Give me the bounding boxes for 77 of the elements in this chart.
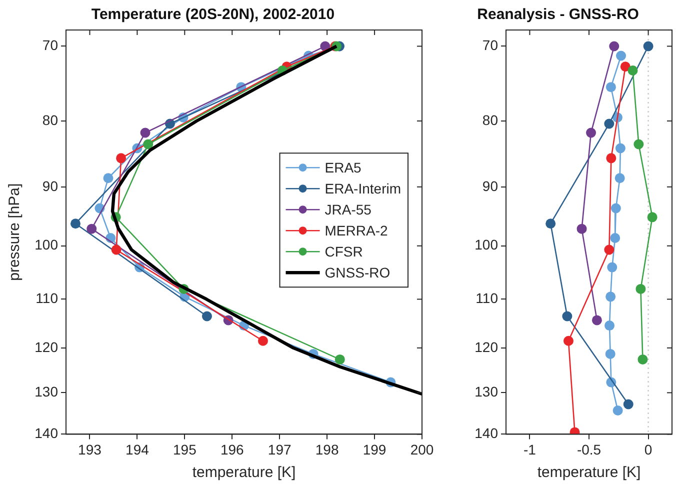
point [592, 315, 602, 326]
y-tick-label: 140 [474, 425, 498, 442]
chart-title: Temperature (20S-20N), 2002-2010 [91, 6, 335, 24]
point [638, 354, 648, 364]
point [614, 173, 625, 184]
point [610, 232, 620, 243]
legend-label: GNSS-RO [324, 264, 390, 280]
legend-label: MERRA-2 [324, 222, 388, 238]
x-tick-label: 196 [220, 441, 244, 458]
x-tick-label: 199 [362, 441, 386, 458]
point [615, 143, 626, 154]
point [607, 262, 618, 272]
y-tick-label: 120 [34, 338, 58, 355]
legend-label: ERA-Interim [324, 180, 401, 196]
point [623, 399, 634, 410]
point [546, 218, 556, 229]
point [636, 284, 646, 294]
y-tick-label: 130 [34, 384, 58, 400]
y-tick-label: 130 [474, 384, 498, 400]
point [604, 118, 614, 129]
point [202, 311, 212, 322]
point [604, 244, 614, 255]
legend-label: JRA-55 [324, 201, 372, 218]
y-tick-label: 90 [42, 178, 58, 194]
point [634, 139, 644, 150]
point [606, 153, 616, 164]
point [610, 203, 621, 214]
point [562, 311, 572, 322]
point [628, 65, 638, 76]
y-tick-label: 110 [36, 290, 58, 306]
x-tick-label: 198 [315, 441, 339, 458]
point [612, 406, 623, 416]
point [563, 336, 574, 346]
point [576, 224, 587, 234]
x-tick-label: -0.5 [576, 441, 602, 458]
point [643, 41, 654, 52]
y-tick-label: 70 [482, 37, 498, 54]
point [334, 354, 345, 364]
legend-label: CFSR [324, 243, 363, 260]
y-tick-label: 80 [482, 112, 498, 128]
point [143, 139, 154, 150]
y-tick-label: 80 [42, 112, 58, 128]
x-tick-label: 0 [644, 441, 652, 458]
y-tick-label: 100 [474, 236, 498, 253]
y-tick-label: 100 [34, 236, 58, 253]
point [606, 292, 616, 302]
point [140, 128, 150, 138]
point [70, 218, 80, 229]
point [616, 50, 626, 61]
x-axis-title: temperature [K] [192, 464, 296, 482]
y-axis-title: pressure [hPa] [6, 183, 24, 281]
point [103, 173, 114, 184]
point [86, 224, 97, 234]
y-tick-label: 110 [476, 290, 498, 306]
point [116, 153, 126, 164]
x-tick-label: 194 [126, 441, 150, 458]
x-tick-label: 197 [268, 441, 292, 458]
point [111, 244, 122, 255]
legend-label: ERA5 [324, 159, 362, 176]
point [606, 82, 616, 92]
chart-title: Reanalysis - GNSS-RO [477, 6, 640, 24]
y-tick-label: 90 [482, 178, 498, 194]
point [609, 41, 620, 52]
point [586, 128, 596, 138]
point [647, 212, 658, 222]
x-tick-label: 193 [78, 441, 102, 458]
point [605, 348, 616, 359]
x-axis-title: temperature [K] [537, 464, 641, 482]
x-tick-label: -1 [523, 441, 536, 458]
x-tick-label: 200 [410, 441, 434, 458]
y-tick-label: 70 [42, 37, 58, 54]
point [604, 320, 615, 331]
y-tick-label: 120 [474, 338, 498, 355]
point [620, 62, 630, 72]
x-tick-label: 195 [172, 441, 197, 458]
point [258, 336, 268, 346]
y-tick-label: 140 [34, 425, 58, 442]
